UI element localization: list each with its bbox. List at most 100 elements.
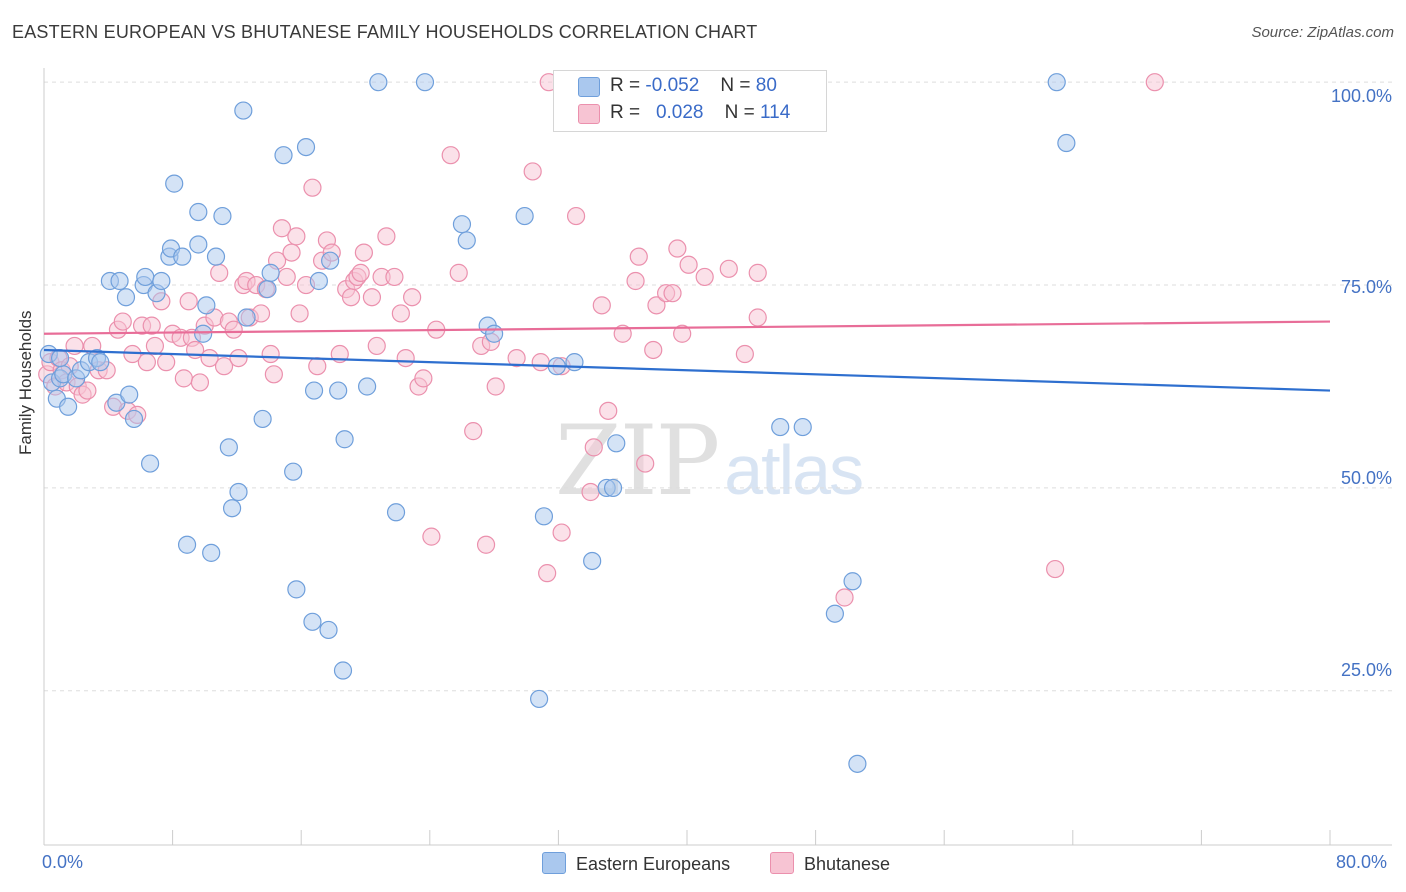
- eastern-europeans-point: [120, 385, 139, 404]
- eastern-europeans-point: [177, 535, 197, 554]
- y-tick-label-50: 50.0%: [1340, 468, 1392, 488]
- n-value: 114: [760, 102, 791, 123]
- bhutanese-point: [145, 336, 165, 356]
- r-value: 0.028: [655, 102, 704, 123]
- bhutanese-point: [174, 369, 193, 388]
- eastern-europeans-point: [59, 397, 78, 416]
- r-value: -0.052: [645, 75, 700, 96]
- x-tick-label-min: 0.0%: [42, 852, 84, 872]
- eastern-europeans-point: [534, 507, 554, 526]
- eastern-europeans-point: [329, 381, 348, 400]
- bhutanese-point: [679, 255, 698, 274]
- bhutanese-point: [414, 369, 433, 388]
- eastern-europeans-point: [415, 73, 435, 92]
- bhutanese-point: [636, 454, 655, 473]
- bhutanese-point: [142, 316, 161, 335]
- eastern-europeans-point: [335, 430, 354, 449]
- legend-label: Bhutanese: [804, 854, 891, 874]
- y-tick-label-100: 100.0%: [1330, 86, 1392, 106]
- eastern-europeans-point: [274, 146, 293, 165]
- eastern-europeans-point: [173, 247, 192, 266]
- bhutanese-point: [377, 227, 396, 246]
- bhutanese-point: [538, 564, 557, 583]
- bhutanese-point: [403, 288, 422, 307]
- bhutanese-point: [719, 259, 738, 278]
- legend-swatch-blue: [578, 77, 600, 97]
- legend-item-eastern-europeans[interactable]: Eastern Europeans: [542, 852, 730, 875]
- bhutanese-point: [663, 284, 682, 303]
- n-value: 80: [755, 75, 777, 96]
- bhutanese-point: [272, 219, 292, 238]
- bhutanese-point: [341, 288, 361, 307]
- y-tick-label-25: 25.0%: [1340, 660, 1392, 680]
- eastern-europeans-point: [253, 409, 272, 429]
- source-label: Source: ZipAtlas.com: [1251, 24, 1394, 41]
- bhutanese-point: [629, 247, 648, 266]
- eastern-europeans-point: [237, 308, 256, 327]
- bhutanese-point: [441, 146, 460, 165]
- eastern-europeans-point: [485, 324, 504, 343]
- eastern-europeans-point: [202, 543, 221, 562]
- axes: [43, 68, 1392, 846]
- legend-label: Eastern Europeans: [576, 854, 731, 874]
- bhutanese-point: [486, 377, 505, 396]
- bhutanese-point: [303, 178, 322, 197]
- eastern-europeans-point: [189, 202, 208, 222]
- legend-swatch-blue: [542, 852, 566, 874]
- eastern-europeans-point: [222, 499, 242, 518]
- bhutanese-point: [224, 320, 243, 339]
- eastern-europeans-point: [229, 482, 248, 502]
- eastern-europeans-point: [140, 454, 160, 473]
- bhutanese-point: [354, 243, 373, 262]
- eastern-europeans-point: [848, 754, 867, 773]
- eastern-europeans-point: [452, 215, 472, 234]
- y-tick-label-75: 75.0%: [1340, 277, 1392, 297]
- eastern-europeans-point: [152, 271, 171, 291]
- bhutanese-point: [264, 365, 283, 384]
- eastern-europeans-trend-line: [43, 348, 1331, 392]
- eastern-europeans-point: [303, 612, 322, 631]
- eastern-europeans-point: [333, 661, 353, 680]
- bhutanese-point: [584, 438, 603, 457]
- eastern-europeans-point: [358, 377, 377, 396]
- n-label: N =: [720, 75, 751, 96]
- eastern-europeans-point: [607, 434, 626, 453]
- eastern-europeans-point: [258, 280, 277, 299]
- bhutanese-point: [748, 308, 767, 327]
- bhutanese-point: [391, 304, 410, 323]
- bhutanese-point: [362, 288, 382, 307]
- bhutanese-point: [592, 296, 611, 315]
- eastern-europeans-point: [386, 503, 406, 522]
- bhutanese-point: [626, 271, 645, 291]
- bhutanese-point: [179, 292, 198, 311]
- bhutanese-point: [308, 357, 327, 376]
- eastern-europeans-point: [321, 251, 340, 270]
- bhutanese-point: [476, 535, 496, 554]
- bhutanese-point: [552, 523, 571, 542]
- eastern-europeans-point: [219, 438, 238, 457]
- series-legend: Eastern Europeans Bhutanese: [0, 852, 1406, 880]
- bhutanese-point: [566, 206, 586, 226]
- legend-item-bhutanese[interactable]: Bhutanese: [770, 852, 890, 875]
- eastern-europeans-point: [843, 572, 862, 591]
- eastern-europeans-point: [287, 580, 306, 599]
- eastern-europeans-point: [194, 324, 213, 343]
- bhutanese-point: [113, 312, 132, 331]
- eastern-europeans-point: [565, 353, 584, 372]
- bhutanese-point: [449, 263, 468, 282]
- bhutanese-point: [748, 263, 767, 282]
- eastern-europeans-point: [793, 417, 812, 437]
- eastern-europeans-point: [304, 381, 324, 400]
- bhutanese-point: [581, 482, 600, 502]
- bhutanese-point: [210, 263, 229, 282]
- eastern-europeans-point: [189, 235, 208, 254]
- bhutanese-point: [673, 324, 692, 343]
- bhutanese-point: [137, 353, 156, 372]
- eastern-europeans-point: [603, 478, 623, 498]
- bhutanese-point: [613, 324, 632, 343]
- bhutanese-point: [290, 304, 309, 323]
- bhutanese-point: [287, 227, 306, 246]
- eastern-europeans-point: [319, 620, 338, 640]
- bhutanese-point: [644, 340, 663, 360]
